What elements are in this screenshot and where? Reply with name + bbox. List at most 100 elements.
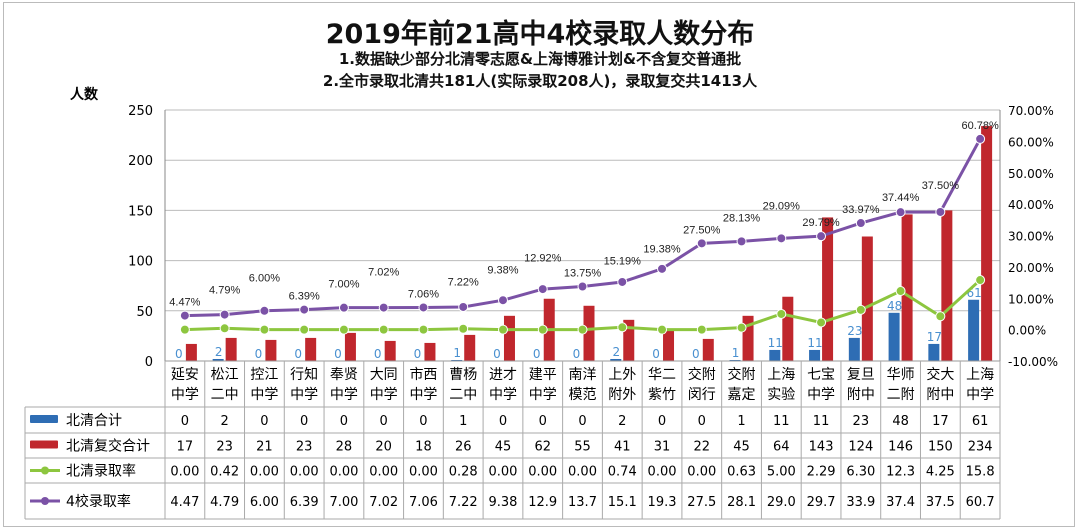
line-data-label: 37.44% bbox=[882, 192, 920, 204]
table-cell: 0 bbox=[340, 414, 348, 429]
chart-frame bbox=[3, 2, 1075, 527]
bar-data-label: 0 bbox=[493, 347, 501, 361]
line-data-label: 7.02% bbox=[368, 267, 399, 279]
table-cell: 37.4 bbox=[886, 495, 915, 510]
y-tick-label: 200 bbox=[128, 154, 153, 169]
bar-data-label: 48 bbox=[887, 299, 902, 313]
table-cell: 4.47 bbox=[170, 495, 199, 510]
table-cell: 62 bbox=[534, 440, 551, 455]
line-point bbox=[776, 233, 787, 244]
y2-tick-label: 40.00% bbox=[1008, 198, 1054, 212]
legend-swatch-marker bbox=[41, 466, 49, 475]
bar-data-label: 17 bbox=[927, 330, 942, 344]
table-cell: 0.00 bbox=[170, 465, 199, 480]
line-data-label: 6.39% bbox=[289, 291, 320, 303]
table-cell: 21 bbox=[256, 440, 273, 455]
line-data-label: 7.06% bbox=[408, 288, 439, 300]
table-cell: 0 bbox=[300, 414, 308, 429]
bar-beiqing-fujiao bbox=[583, 305, 595, 361]
category-label-line1: 上海 bbox=[767, 367, 795, 383]
line-data-label: 37.50% bbox=[922, 180, 960, 192]
category-label-line2: 中学 bbox=[807, 387, 835, 403]
line-point bbox=[935, 311, 946, 322]
table-cell: 0.00 bbox=[329, 465, 358, 480]
table-cell: 0 bbox=[578, 414, 586, 429]
category-label-line1: 华二 bbox=[648, 367, 676, 383]
table-cell: 23 bbox=[296, 440, 313, 455]
category-label-line2: 中学 bbox=[489, 387, 517, 403]
bar-data-label: 0 bbox=[573, 347, 581, 361]
category-label-line2: 中学 bbox=[290, 387, 318, 403]
line-data-label: 29.79% bbox=[802, 217, 840, 229]
bar-data-label: 2 bbox=[215, 345, 223, 359]
line-data-label: 6.00% bbox=[249, 273, 280, 285]
line-point bbox=[537, 324, 548, 335]
category-label-line1: 复旦 bbox=[847, 366, 875, 383]
table-cell: 7.02 bbox=[369, 495, 398, 510]
table-cell: 7.06 bbox=[409, 495, 438, 510]
bar-beiqing-fujiao bbox=[225, 337, 237, 361]
bar-beiqing-fujiao bbox=[344, 332, 356, 361]
bar-beiqing-fujiao bbox=[185, 343, 197, 361]
table-cell: 29.7 bbox=[807, 495, 836, 510]
y2-tick-label: 30.00% bbox=[1008, 230, 1054, 244]
table-cell: 0 bbox=[658, 414, 666, 429]
category-label-line2: 二中 bbox=[449, 387, 477, 403]
category-label-line1: 七宝 bbox=[807, 367, 835, 383]
bar-beiqing bbox=[848, 337, 860, 361]
line-point bbox=[418, 324, 429, 335]
bar-data-label: 0 bbox=[374, 347, 382, 361]
line-point bbox=[696, 324, 707, 335]
bar-data-label: 11 bbox=[768, 336, 783, 350]
line-point bbox=[975, 133, 986, 144]
table-cell: 15.1 bbox=[608, 495, 637, 510]
table-cell: 29.0 bbox=[767, 495, 796, 510]
category-label-line1: 交附 bbox=[688, 366, 716, 383]
bar-beiqing bbox=[729, 359, 741, 361]
table-cell: 0 bbox=[181, 414, 189, 429]
category-label-line1: 奉贤 bbox=[330, 367, 358, 383]
table-cell: 60.7 bbox=[966, 495, 995, 510]
table-cell: 4.25 bbox=[926, 465, 955, 480]
line-point bbox=[537, 284, 548, 295]
line-point bbox=[776, 308, 787, 319]
line-point bbox=[895, 207, 906, 218]
table-cell: 9.38 bbox=[488, 495, 517, 510]
category-label-line2: 附中 bbox=[847, 387, 875, 403]
line-point bbox=[378, 324, 389, 335]
table-cell: 0 bbox=[698, 414, 706, 429]
y-tick-label: 0 bbox=[145, 355, 153, 370]
y2-tick-label: -10.00% bbox=[1008, 355, 1058, 369]
category-label-line1: 进才 bbox=[489, 367, 517, 383]
bar-beiqing-fujiao bbox=[663, 329, 675, 361]
table-cell: 61 bbox=[972, 414, 989, 429]
table-cell: 0.00 bbox=[568, 465, 597, 480]
line-data-label: 4.79% bbox=[209, 285, 240, 297]
line-data-label: 15.19% bbox=[604, 255, 642, 267]
line-data-label: 7.00% bbox=[328, 279, 359, 291]
table-cell: 150 bbox=[928, 440, 953, 455]
table-cell: 0.00 bbox=[488, 465, 517, 480]
line-data-label: 9.38% bbox=[487, 264, 518, 276]
y-tick-label: 100 bbox=[128, 255, 153, 270]
line-data-label: 29.09% bbox=[763, 200, 801, 212]
bar-data-label: 2 bbox=[612, 345, 620, 359]
line-point bbox=[577, 324, 588, 335]
line-point bbox=[458, 323, 469, 334]
bar-beiqing bbox=[451, 359, 463, 361]
bar-beiqing bbox=[888, 312, 900, 361]
table-cell: 0.00 bbox=[648, 465, 677, 480]
category-label-line1: 大同 bbox=[370, 367, 398, 383]
category-label-line2: 中学 bbox=[370, 387, 398, 403]
bar-data-label: 0 bbox=[175, 347, 183, 361]
legend-swatch-bar bbox=[30, 440, 58, 449]
y2-tick-label: 70.00% bbox=[1008, 104, 1054, 118]
category-label-line2: 附外 bbox=[608, 387, 636, 403]
bar-beiqing bbox=[928, 343, 940, 361]
line-point bbox=[855, 218, 866, 229]
line-point bbox=[736, 322, 747, 333]
table-cell: 234 bbox=[968, 440, 993, 455]
legend-swatch-marker bbox=[41, 497, 49, 505]
bar-data-label: 11 bbox=[807, 336, 822, 350]
